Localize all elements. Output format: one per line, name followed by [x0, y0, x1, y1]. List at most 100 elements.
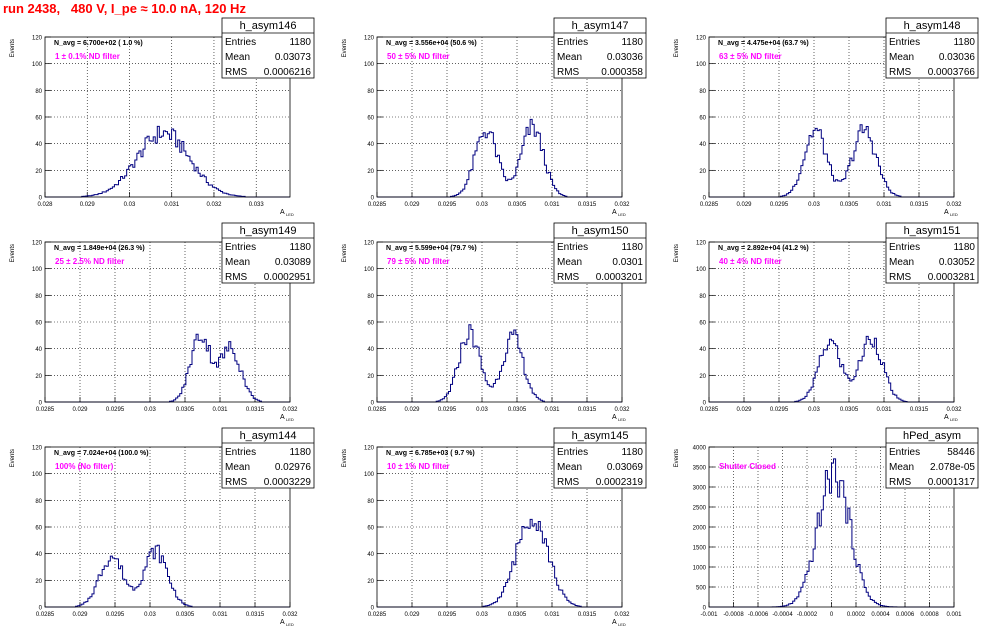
x-tick-label: 0.032	[614, 407, 630, 413]
y-axis-title: Events	[674, 39, 680, 57]
x-axis-title-sub: LED	[618, 417, 626, 422]
stats-label-rms: RMS	[225, 67, 248, 78]
x-axis-title-sub: LED	[286, 622, 294, 627]
y-tick-label: 80	[699, 89, 706, 95]
x-axis-title-a: A	[944, 209, 949, 216]
stats-label-mean: Mean	[889, 257, 914, 268]
histogram-name: h_asym146	[240, 20, 297, 32]
histogram-name: h_asym145	[572, 430, 629, 442]
y-tick-label: 120	[696, 36, 707, 42]
y-tick-label: 100	[696, 267, 707, 273]
x-tick-label: -0.0004	[772, 612, 793, 618]
x-tick-label: 0.03	[144, 612, 156, 618]
navg-label: N_avg = 7.024e+04 (100.0 %)	[54, 450, 149, 457]
stats-label-entries: Entries	[225, 242, 256, 253]
x-tick-label: 0.031	[212, 407, 228, 413]
stats-value-entries: 1180	[289, 37, 311, 48]
stats-box	[553, 222, 647, 284]
stats-value-rms: 0.0006216	[264, 67, 312, 78]
y-axis-title: Events	[342, 449, 348, 467]
x-tick-label: 0.031	[544, 612, 560, 618]
x-tick-label: 0.0285	[36, 612, 55, 618]
x-axis-title-sub: LED	[618, 622, 626, 627]
histogram-panel-h_asym151: 0 20 40 60 80 100 120 0.0285 0.029 0.0295 0.03 0.03…	[664, 219, 996, 424]
histogram-line	[377, 118, 622, 198]
x-tick-label: 0.0315	[578, 202, 597, 208]
x-tick-label: 0.03	[808, 407, 820, 413]
stats-value-mean: 0.03036	[607, 52, 644, 63]
x-tick-label: -0.0006	[748, 612, 769, 618]
y-tick-label: 0	[703, 196, 707, 202]
y-tick-label: 100	[32, 267, 43, 273]
x-axis-title-a: A	[612, 414, 617, 421]
histogram-line	[709, 335, 954, 403]
stats-label-mean: Mean	[557, 257, 582, 268]
x-tick-label: 0.03	[124, 202, 136, 208]
stats-label-rms: RMS	[889, 272, 912, 283]
histogram-panel-h_asym144: 0 20 40 60 80 100 120 0.0285 0.029 0.0295 0.03 0.03…	[0, 424, 332, 629]
filter-label: 25 ± 2.5% ND filter	[55, 257, 124, 266]
stats-label-rms: RMS	[889, 67, 912, 78]
x-axis-title-a: A	[612, 619, 617, 626]
histogram-name: h_asym149	[240, 225, 297, 237]
y-tick-label: 20	[35, 169, 42, 175]
histogram-svg: 0 20 40 60 80 100 120 0.0285 0.029 0.0295 0.03 0.03…	[674, 17, 979, 217]
stats-label-entries: Entries	[557, 37, 588, 48]
y-tick-label: 100	[364, 472, 375, 478]
y-tick-label: 120	[32, 446, 43, 452]
x-tick-label: 0.0295	[106, 407, 125, 413]
x-tick-label: 0.029	[72, 407, 88, 413]
stats-value-mean: 0.03036	[939, 52, 976, 63]
x-tick-label: -0.0002	[797, 612, 818, 618]
y-tick-label: 40	[367, 347, 374, 353]
histogram-panel-h_asym150: 0 20 40 60 80 100 120 0.0285 0.029 0.0295 0.03 0.03…	[332, 219, 664, 424]
stats-label-mean: Mean	[889, 52, 914, 63]
histogram-panel-h_asym148: 0 20 40 60 80 100 120 0.0285 0.029 0.0295 0.03 0.03…	[664, 14, 996, 219]
x-tick-label: 0.0295	[770, 407, 789, 413]
y-tick-label: 0	[371, 606, 375, 612]
x-tick-label: 0.032	[206, 202, 222, 208]
y-tick-label: 80	[35, 89, 42, 95]
y-tick-label: 60	[699, 321, 706, 327]
x-tick-label: 0.032	[614, 202, 630, 208]
plot-frame	[44, 446, 291, 608]
y-tick-label: 120	[364, 36, 375, 42]
y-tick-label: 80	[35, 499, 42, 505]
x-tick-label: 0.0305	[176, 407, 195, 413]
y-tick-label: 120	[364, 241, 375, 247]
x-tick-label: 0.0305	[840, 407, 859, 413]
y-tick-label: 60	[367, 116, 374, 122]
stats-value-entries: 1180	[953, 37, 975, 48]
x-tick-label: 0.0295	[438, 407, 457, 413]
y-tick-label: 100	[32, 472, 43, 478]
x-tick-label: 0.029	[72, 612, 88, 618]
x-tick-label: 0	[830, 612, 834, 618]
x-tick-label: 0.033	[249, 202, 265, 208]
x-tick-label: 0.032	[614, 612, 630, 618]
navg-label: N_avg = 3.556e+04 (50.6 %)	[386, 40, 477, 47]
x-tick-label: 0.029	[736, 407, 752, 413]
x-tick-label: 0.0285	[368, 612, 387, 618]
y-tick-label: 80	[35, 294, 42, 300]
histogram-panel-hPed_asym: 0 500 1000 1500 2000 2500 3000 3500 4000 -0.001 -0…	[664, 424, 996, 629]
x-tick-label: 0.0285	[36, 407, 55, 413]
stats-value-entries: 1180	[289, 447, 311, 458]
x-tick-label: 0.032	[282, 407, 298, 413]
navg-label: N_avg = 2.892e+04 (41.2 %)	[718, 245, 809, 252]
y-tick-label: 0	[371, 401, 375, 407]
x-tick-label: 0.0315	[910, 407, 929, 413]
stats-box	[553, 17, 647, 79]
stats-value-entries: 1180	[621, 242, 643, 253]
y-tick-label: 60	[367, 321, 374, 327]
stats-label-mean: Mean	[889, 462, 914, 473]
stats-label-mean: Mean	[225, 257, 250, 268]
y-tick-label: 2000	[693, 526, 707, 532]
stats-value-rms: 0.0002319	[596, 477, 644, 488]
y-tick-label: 40	[35, 142, 42, 148]
x-tick-label: 0.029	[736, 202, 752, 208]
histogram-line	[377, 518, 622, 608]
x-axis-title-a: A	[280, 209, 285, 216]
y-tick-label: 120	[364, 446, 375, 452]
histogram-name: h_asym147	[572, 20, 629, 32]
x-tick-label: 0.03	[808, 202, 820, 208]
